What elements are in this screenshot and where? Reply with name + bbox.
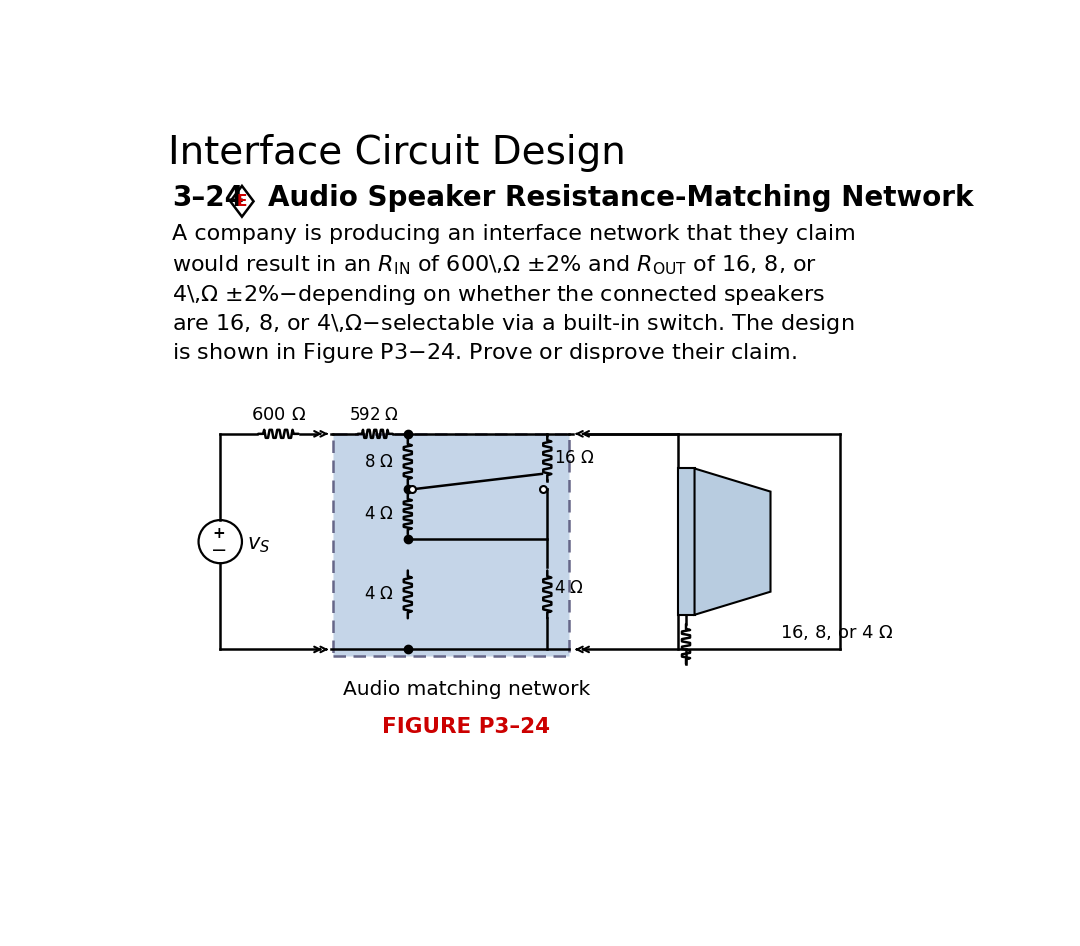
- Text: A company is producing an interface network that they claim: A company is producing an interface netw…: [172, 224, 856, 244]
- Text: is shown in Figure P3$-$24. Prove or disprove their claim.: is shown in Figure P3$-$24. Prove or dis…: [172, 342, 797, 365]
- Text: 3–24: 3–24: [172, 184, 244, 212]
- Text: 8 $\Omega$: 8 $\Omega$: [364, 452, 394, 470]
- Text: Interface Circuit Design: Interface Circuit Design: [167, 133, 625, 171]
- FancyBboxPatch shape: [333, 434, 569, 656]
- Text: 4 $\Omega$: 4 $\Omega$: [364, 505, 394, 523]
- Text: 16 $\Omega$: 16 $\Omega$: [554, 448, 594, 466]
- Text: 592 $\Omega$: 592 $\Omega$: [349, 406, 399, 424]
- Text: E: E: [237, 194, 247, 209]
- Text: 4 $\Omega$: 4 $\Omega$: [364, 586, 394, 604]
- Text: $v_S$: $v_S$: [247, 535, 271, 555]
- Bar: [677, 468, 694, 615]
- Text: +: +: [213, 526, 225, 541]
- Text: Audio matching network: Audio matching network: [342, 680, 590, 699]
- Polygon shape: [694, 468, 770, 615]
- Text: would result in an $R_{\rm IN}$ of 600\,$\Omega$ $\pm$2% and $R_{\rm OUT}$ of 16: would result in an $R_{\rm IN}$ of 600\,…: [172, 254, 818, 277]
- Text: 4\,$\Omega$ $\pm$2%$-$depending on whether the connected speakers: 4\,$\Omega$ $\pm$2%$-$depending on wheth…: [172, 283, 825, 307]
- Text: FIGURE P3–24: FIGURE P3–24: [382, 717, 551, 737]
- Text: 16, 8, or 4 $\Omega$: 16, 8, or 4 $\Omega$: [780, 622, 893, 641]
- Text: are 16, 8, or 4\,$\Omega$$-$selectable via a built-in switch. The design: are 16, 8, or 4\,$\Omega$$-$selectable v…: [172, 312, 854, 336]
- Text: 600 $\Omega$: 600 $\Omega$: [251, 406, 306, 424]
- Text: Audio Speaker Resistance-Matching Network: Audio Speaker Resistance-Matching Networ…: [268, 184, 974, 212]
- Text: 4 $\Omega$: 4 $\Omega$: [554, 579, 583, 597]
- Text: −: −: [211, 541, 227, 560]
